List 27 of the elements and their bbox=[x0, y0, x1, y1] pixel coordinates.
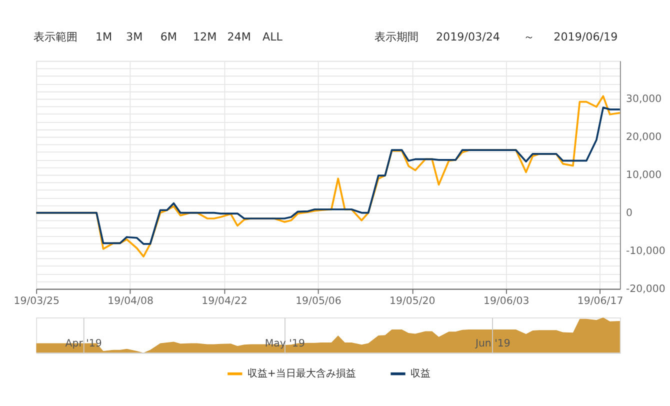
x-tick-label: 19/05/06 bbox=[296, 296, 342, 308]
text: ～ bbox=[524, 30, 535, 44]
y-tick-label: 10,000 bbox=[626, 170, 662, 182]
y-tick-label: 0 bbox=[626, 208, 632, 220]
text: 表示範囲 bbox=[34, 30, 78, 44]
y-tick-label: 30,000 bbox=[626, 94, 662, 106]
x-tick-label: 19/03/25 bbox=[14, 296, 60, 308]
legend-label: 収益+当日最大含み損益 bbox=[247, 368, 356, 380]
text: 6M bbox=[160, 30, 177, 44]
x-tick-label: Jun '19 bbox=[474, 338, 510, 350]
text: 3M bbox=[126, 30, 143, 44]
y-tick-label: -20,000 bbox=[626, 284, 666, 296]
legend-label: 収益 bbox=[410, 368, 431, 380]
text: 1M bbox=[95, 30, 112, 44]
x-tick-label: 19/04/08 bbox=[108, 296, 154, 308]
text: 2019/03/24 bbox=[436, 30, 500, 44]
x-tick-label: 19/04/22 bbox=[202, 296, 248, 308]
text: 12M bbox=[192, 30, 217, 44]
y-tick-label: 20,000 bbox=[626, 132, 662, 144]
text: ALL bbox=[262, 30, 284, 44]
text: 表示期間 bbox=[374, 30, 419, 44]
y-tick-label: -10,000 bbox=[626, 246, 666, 258]
text: 24M bbox=[227, 30, 251, 44]
x-tick-label: 19/06/03 bbox=[483, 296, 530, 308]
x-tick-label: 19/06/17 bbox=[577, 296, 624, 308]
text: 2019/06/19 bbox=[554, 30, 618, 44]
x-tick-label: 19/05/20 bbox=[390, 296, 436, 308]
